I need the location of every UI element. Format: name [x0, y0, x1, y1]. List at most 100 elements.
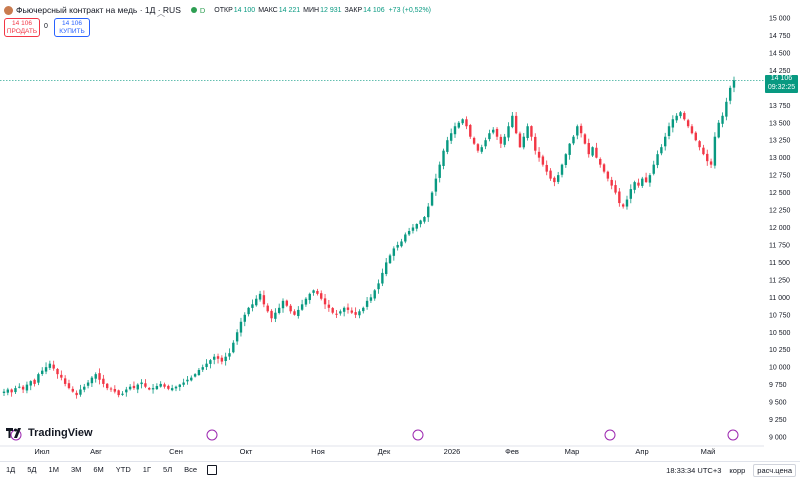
y-tick-label: 12 250	[769, 208, 791, 215]
candle-body	[709, 161, 713, 165]
y-tick-label: 12 000	[769, 225, 791, 232]
candle-body	[461, 119, 464, 124]
range-button[interactable]: 5Д	[27, 465, 37, 474]
candle-body	[415, 224, 418, 229]
candle-body	[633, 182, 636, 190]
symbol-title[interactable]: Фьючерсный контракт на медь · 1Д · RUS	[16, 5, 181, 15]
candle-body	[33, 379, 36, 384]
low-label: МИН	[303, 6, 320, 14]
candle-body	[537, 151, 541, 158]
candle-body	[522, 136, 525, 148]
candle-body	[178, 384, 182, 387]
candle-body	[312, 290, 315, 293]
low-value: 12 931	[320, 6, 342, 14]
candle-body	[316, 290, 319, 294]
calendar-icon[interactable]	[207, 464, 218, 475]
y-tick-label: 9 000	[769, 435, 787, 442]
time-axis[interactable]: Июл Авг Сен Окт Ноя Дек 2026 Фев Мар Апр Май	[34, 447, 715, 456]
candle-body	[266, 305, 269, 312]
candle-body	[243, 314, 246, 322]
candle-body	[297, 309, 300, 317]
range-button[interactable]: YTD	[115, 465, 131, 474]
candle-body	[411, 227, 415, 231]
spread-value: 0	[44, 23, 48, 30]
range-button[interactable]: 1Г	[142, 465, 152, 474]
candle-body	[228, 353, 231, 357]
candle-body	[717, 122, 720, 138]
candle-body	[71, 388, 74, 392]
candle-body	[560, 164, 564, 175]
candle-body	[148, 388, 151, 390]
event-marker-icon[interactable]	[206, 429, 218, 441]
tradingview-logo[interactable]: TradingView	[6, 427, 93, 439]
candle-body	[277, 307, 281, 313]
x-tick-label: Июл	[34, 447, 49, 456]
bottom-toolbar: 1Д 5Д 1М 3М 6М YTD 1Г 5Л Все 18:33:34 UTC+3 корр…	[0, 461, 800, 477]
candle-body	[384, 262, 388, 275]
candle-body	[365, 300, 369, 307]
candle-body	[495, 128, 499, 137]
candle-body	[18, 386, 21, 388]
candle-body	[618, 191, 621, 204]
candle-body	[6, 389, 10, 393]
x-tick-label: Окт	[240, 447, 253, 456]
x-tick-label: Ноя	[311, 447, 325, 456]
candle-body	[323, 298, 327, 305]
adjust-toggle[interactable]: корр	[729, 466, 746, 475]
sell-button[interactable]: 14 106 ПРОДАТЬ	[4, 18, 40, 37]
candle-body	[29, 381, 32, 386]
candle-body	[220, 357, 224, 362]
range-button[interactable]: 3М	[70, 465, 82, 474]
candle-body	[121, 393, 124, 395]
buy-button[interactable]: 14 106 КУПИТЬ	[54, 18, 90, 37]
chevron-up-icon[interactable]: ︿	[157, 9, 165, 18]
candle-body	[60, 374, 63, 378]
market-status-icon[interactable]	[190, 7, 197, 13]
range-button[interactable]: 5Л	[163, 465, 173, 474]
event-marker-icon[interactable]	[604, 429, 616, 441]
candle-body	[595, 147, 598, 158]
candle-body	[346, 307, 350, 310]
candle-body	[308, 293, 311, 301]
last-price-badge: 14 106 09:32:25	[765, 75, 798, 93]
candle-body	[568, 143, 571, 155]
candle-body	[86, 382, 90, 386]
candle-body	[300, 304, 304, 310]
candle-body	[235, 332, 239, 342]
x-tick-label: Сен	[169, 447, 183, 456]
clock[interactable]: 18:33:34 UTC+3	[666, 466, 722, 475]
candle-body	[320, 293, 323, 299]
candle-body	[553, 177, 556, 183]
candle-body	[94, 374, 97, 379]
event-markers[interactable]	[10, 429, 739, 441]
candle-body	[400, 241, 403, 247]
candle-body	[37, 374, 40, 383]
y-tick-label: 10 500	[769, 330, 791, 337]
candle-body	[331, 308, 334, 313]
candle-body	[170, 388, 174, 391]
range-button[interactable]: 1Д	[6, 465, 16, 474]
candle-body	[163, 384, 166, 387]
candle-body	[83, 386, 86, 390]
candle-body	[660, 147, 663, 154]
lightning-event-icon[interactable]	[727, 429, 739, 441]
candle-body	[342, 307, 346, 312]
candle-body	[105, 383, 109, 389]
range-button[interactable]: Все	[184, 465, 198, 474]
candle-body	[182, 382, 185, 385]
candle-body	[350, 310, 354, 313]
range-button[interactable]: 6М	[93, 465, 104, 474]
range-button[interactable]: 1М	[48, 465, 59, 474]
candle-body	[213, 356, 216, 360]
candle-body	[293, 311, 296, 315]
candle-body	[457, 122, 461, 128]
candle-body	[641, 178, 644, 186]
candle-body	[140, 382, 143, 385]
candle-body	[193, 374, 197, 377]
event-marker-icon[interactable]	[412, 429, 424, 441]
candle-body	[125, 389, 128, 393]
candle-body	[556, 175, 560, 182]
pricing-toggle[interactable]: расч.цена	[753, 464, 796, 477]
price-axis[interactable]: 9 000 9 250 9 500 9 750 10 000 10 250 10 500 10…	[769, 16, 791, 442]
